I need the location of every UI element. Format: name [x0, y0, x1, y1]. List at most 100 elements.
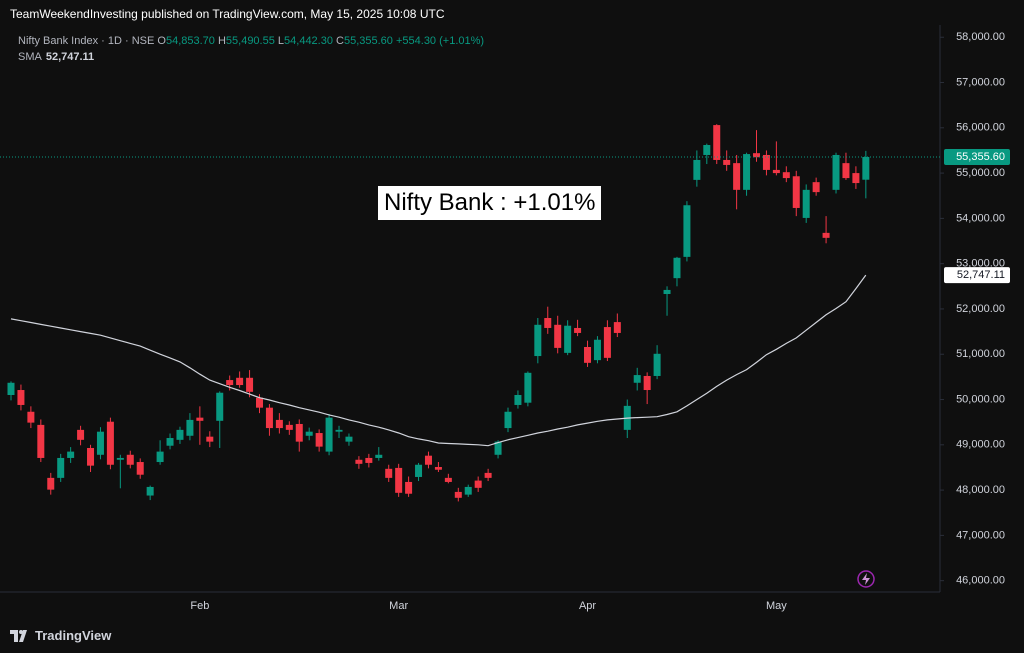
footer: TradingView: [10, 628, 111, 643]
candle-body: [355, 459, 363, 464]
candle-body: [87, 447, 95, 466]
candle-body: [256, 397, 263, 408]
candle-body: [345, 436, 353, 442]
candle-body: [246, 377, 254, 392]
y-tick-label: 56,000.00: [956, 122, 1005, 134]
candle-body: [77, 429, 85, 440]
candle-body: [792, 176, 800, 208]
candle-body: [385, 468, 393, 478]
x-tick-label: Apr: [579, 600, 596, 612]
candle-body: [415, 464, 423, 477]
candle-body: [593, 339, 601, 361]
candle-body: [395, 467, 403, 493]
candle-body: [196, 417, 204, 421]
candle-body: [504, 411, 512, 429]
candle-body: [156, 451, 164, 463]
candle-body: [633, 375, 641, 383]
y-tick-label: 52,000.00: [956, 303, 1005, 315]
candle-body: [27, 411, 35, 423]
symbol-name: Nifty Bank Index · 1D · NSE: [18, 35, 155, 47]
candle-body: [17, 390, 25, 405]
candle-body: [653, 353, 661, 376]
ohlc-label: C: [336, 35, 344, 47]
brand-logo: [10, 629, 27, 642]
sma-line: [10, 274, 867, 447]
candle-body: [723, 159, 731, 165]
candle-body: [166, 438, 174, 446]
alert-icon-bolt: [862, 573, 870, 585]
candle-body: [494, 441, 502, 455]
y-tick-label: 49,000.00: [956, 439, 1005, 451]
sma-price-tag: [944, 267, 1010, 284]
candle-body: [265, 407, 273, 429]
candle-body: [673, 257, 681, 279]
candle-body: [375, 454, 383, 458]
alert-icon[interactable]: [857, 570, 875, 588]
ohlc-label: O: [157, 35, 166, 47]
candle-body: [743, 154, 751, 190]
candle-body: [236, 377, 244, 386]
legend: Nifty Bank Index · 1D · NSE O54,853.70 H…: [18, 35, 484, 63]
candle-body: [802, 189, 810, 218]
candle-body: [295, 423, 303, 442]
indicator-name: SMA: [18, 51, 42, 63]
y-tick-label: 46,000.00: [956, 575, 1005, 587]
candle-body: [822, 232, 830, 238]
candle-body: [37, 424, 45, 458]
legend-row: Nifty Bank Index · 1D · NSE O54,853.70 H…: [18, 35, 484, 47]
candle-body: [47, 477, 55, 490]
candle-body: [564, 325, 572, 353]
candle-body: [206, 436, 214, 442]
candle-body: [484, 472, 492, 478]
candle-body: [663, 289, 671, 295]
y-tick-label: 58,000.00: [956, 31, 1005, 43]
candle-body: [285, 424, 293, 430]
candle-body: [703, 145, 711, 155]
candle-body: [315, 433, 323, 447]
x-tick-label: Mar: [389, 600, 408, 612]
candle-body: [862, 156, 870, 180]
candle-body: [67, 451, 75, 458]
candle-body: [106, 421, 114, 465]
candle-body: [444, 477, 452, 482]
candle-body: [216, 392, 224, 421]
publish-header: TeamWeekendInvesting published on Tradin…: [10, 7, 445, 21]
candle-body: [782, 172, 790, 179]
candle-body: [96, 431, 104, 455]
candle-body: [544, 318, 552, 328]
candle-body: [7, 382, 15, 395]
brand-name: TradingView: [35, 628, 112, 643]
candle-body: [683, 205, 691, 257]
candle-body: [424, 455, 432, 465]
candle-body: [534, 324, 542, 357]
x-tick-label: May: [766, 600, 787, 612]
ohlc-value: 55,355.60: [343, 35, 393, 47]
ohlc-value: 55,490.55: [225, 35, 275, 47]
y-tick-label: 55,000.00: [956, 167, 1005, 179]
candle-body: [643, 375, 651, 391]
candle-body: [693, 159, 701, 180]
last-price-label: 55,355.60: [956, 151, 1005, 163]
ohlc-label: L: [277, 35, 285, 47]
candle-body: [405, 481, 413, 494]
y-tick-label: 48,000.00: [956, 484, 1005, 496]
ohlc-label: H: [217, 35, 226, 47]
candle-body: [464, 486, 472, 495]
candle-body: [554, 324, 562, 348]
y-tick-label: 53,000.00: [956, 258, 1005, 270]
y-tick-label: 47,000.00: [956, 529, 1005, 541]
candle-body: [524, 372, 532, 403]
candle-body: [305, 431, 313, 436]
candle-body: [514, 394, 522, 405]
candle-body: [335, 429, 343, 432]
y-tick-label: 54,000.00: [956, 212, 1005, 224]
candle-body: [57, 457, 65, 478]
candle-body: [753, 153, 760, 158]
candle-body: [772, 169, 780, 174]
y-tick-label: 50,000.00: [956, 393, 1005, 405]
candle-body: [365, 457, 373, 463]
x-tick-label: Feb: [190, 600, 209, 612]
candle-body: [434, 467, 442, 470]
candle-body: [812, 182, 820, 193]
